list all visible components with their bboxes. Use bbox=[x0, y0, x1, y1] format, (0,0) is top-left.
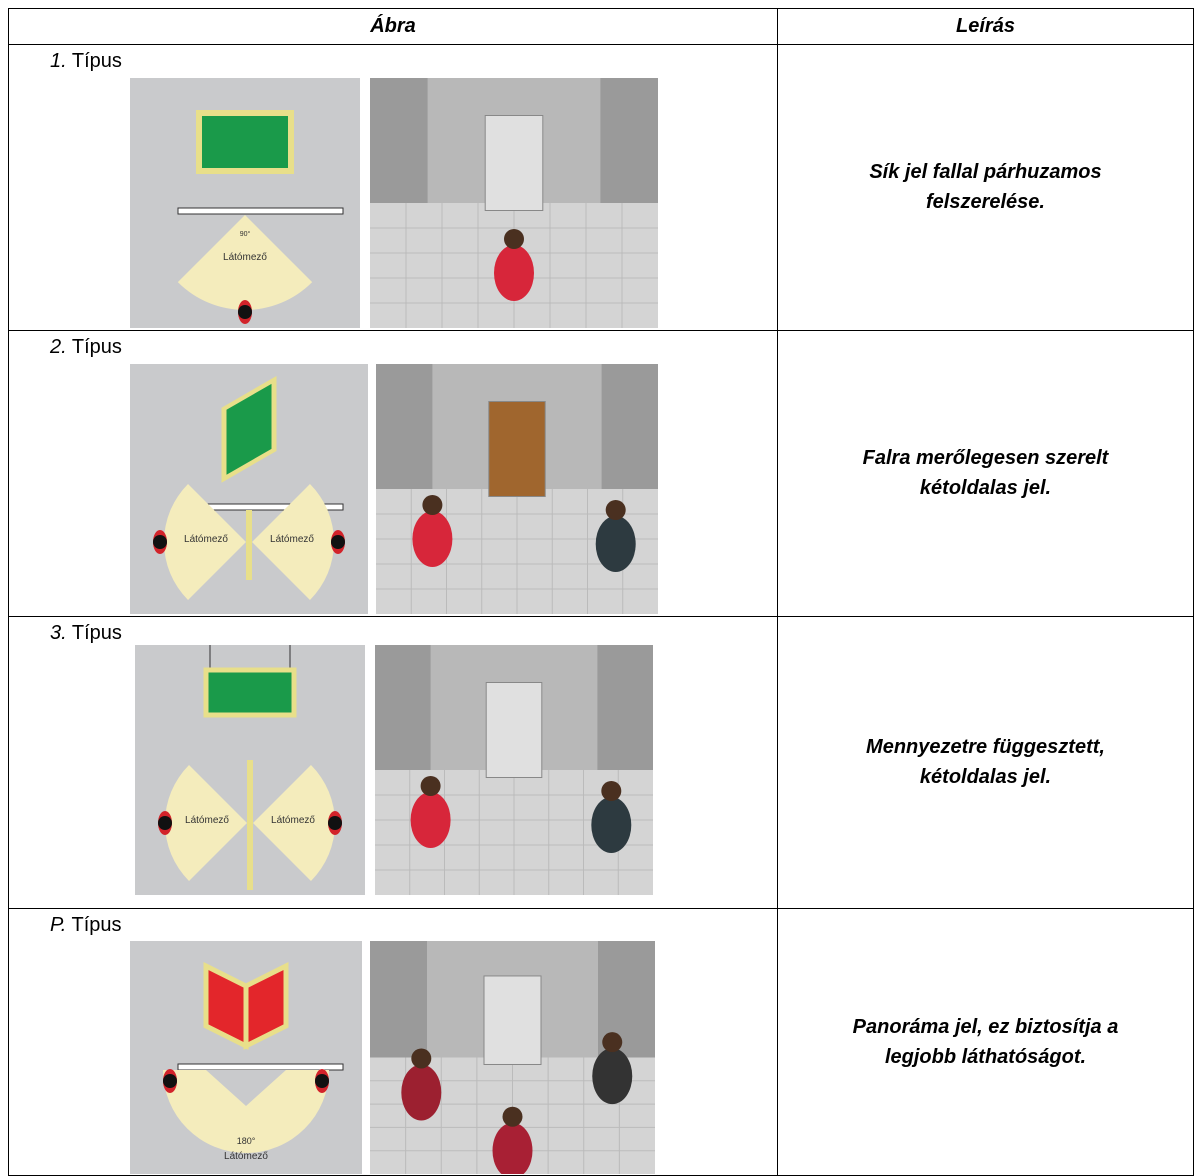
header-cell: Ábra bbox=[8, 8, 778, 45]
row-label: 3. Típus bbox=[50, 622, 122, 645]
diagram-label: 90° bbox=[240, 230, 251, 238]
person-figure bbox=[595, 516, 636, 572]
door bbox=[485, 682, 543, 778]
person-head bbox=[605, 500, 626, 520]
view-field bbox=[177, 215, 313, 310]
row-type: Típus bbox=[71, 336, 122, 358]
wall bbox=[177, 207, 344, 215]
diagram: 180° Látómező bbox=[130, 941, 362, 1174]
sign-edge bbox=[247, 760, 253, 890]
diagram-label: Látómező bbox=[184, 534, 228, 545]
person-head bbox=[238, 305, 252, 319]
photo bbox=[370, 78, 658, 328]
person-head bbox=[153, 535, 167, 549]
description-line: felszerelése. bbox=[926, 191, 1045, 213]
description-line: kétoldalas jel. bbox=[919, 766, 1052, 788]
diagram-label: Látómező bbox=[271, 815, 315, 826]
description-line: Sík jel fallal párhuzamos bbox=[869, 161, 1102, 183]
person-head bbox=[602, 1032, 623, 1053]
sign-edge bbox=[246, 510, 252, 580]
diagram: 90° Látómező bbox=[130, 78, 360, 328]
sign bbox=[196, 110, 294, 174]
diagram-label: Látómező bbox=[223, 252, 267, 263]
view-field bbox=[164, 484, 246, 600]
header-text: Leírás bbox=[956, 15, 1015, 37]
description-line: Mennyezetre függesztett, bbox=[866, 736, 1105, 758]
view-field bbox=[252, 484, 334, 600]
diagram-label: Látómező bbox=[270, 534, 314, 545]
description: Falra merőlegesen szerelt kétoldalas jel. bbox=[778, 443, 1193, 503]
person-figure bbox=[412, 511, 453, 567]
view-field bbox=[163, 1070, 329, 1153]
row-label: P. Típus bbox=[50, 914, 122, 937]
person-head bbox=[504, 229, 524, 249]
row-label: 2. Típus bbox=[50, 336, 122, 359]
header-cell: Leírás bbox=[777, 8, 1194, 45]
row-number: 1. bbox=[50, 50, 67, 72]
description-line: kétoldalas jel. bbox=[919, 477, 1052, 499]
photo bbox=[375, 645, 653, 895]
door bbox=[488, 401, 546, 497]
person-head bbox=[315, 1074, 329, 1088]
view-field bbox=[253, 765, 335, 881]
diagram-label: Látómező bbox=[185, 815, 229, 826]
sign bbox=[221, 375, 277, 483]
person-figure bbox=[401, 1064, 442, 1121]
description: Mennyezetre függesztett, kétoldalas jel. bbox=[778, 732, 1193, 792]
description-line: legjobb láthatóságot. bbox=[884, 1045, 1087, 1068]
diagram-label: Látómező bbox=[224, 1151, 268, 1162]
person-figure bbox=[591, 797, 632, 853]
description-line: Panoráma jel, ez biztosítja a bbox=[852, 1015, 1119, 1038]
person-figure bbox=[492, 1122, 533, 1174]
person-head bbox=[163, 1074, 177, 1088]
view-field bbox=[165, 765, 247, 881]
row-type: Típus bbox=[71, 50, 122, 72]
person-figure bbox=[494, 245, 534, 301]
row-label: 1. Típus bbox=[50, 50, 122, 73]
sign bbox=[243, 961, 289, 1051]
person-head bbox=[331, 535, 345, 549]
person-head bbox=[422, 495, 443, 515]
person-head bbox=[420, 776, 441, 796]
diagram: Látómező Látómező bbox=[130, 364, 368, 614]
person-head bbox=[601, 781, 622, 801]
person-head bbox=[411, 1048, 432, 1069]
person-head bbox=[158, 816, 172, 830]
person-figure bbox=[592, 1048, 633, 1105]
row-type: Típus bbox=[71, 622, 122, 644]
sign bbox=[203, 667, 297, 718]
row-number: P. bbox=[50, 914, 67, 936]
person-figure bbox=[410, 792, 451, 848]
row-number: 2. bbox=[50, 336, 67, 358]
person-head bbox=[328, 816, 342, 830]
diagram-label: 180° bbox=[237, 1136, 256, 1146]
row-number: 3. bbox=[50, 622, 67, 644]
person-head bbox=[502, 1106, 523, 1127]
door bbox=[484, 115, 544, 211]
notch bbox=[206, 1070, 286, 1106]
photo bbox=[370, 941, 655, 1174]
door bbox=[483, 975, 542, 1065]
description: Sík jel fallal párhuzamos felszerelése. bbox=[778, 157, 1193, 217]
row-type: Típus bbox=[71, 914, 122, 936]
description: Panoráma jel, ez biztosítja a legjobb lát… bbox=[778, 1012, 1193, 1072]
header-text: Ábra bbox=[370, 15, 416, 37]
wall bbox=[177, 1063, 344, 1071]
photo bbox=[376, 364, 658, 614]
diagram: Látómező Látómező bbox=[135, 645, 365, 895]
description-line: Falra merőlegesen szerelt bbox=[862, 447, 1109, 469]
